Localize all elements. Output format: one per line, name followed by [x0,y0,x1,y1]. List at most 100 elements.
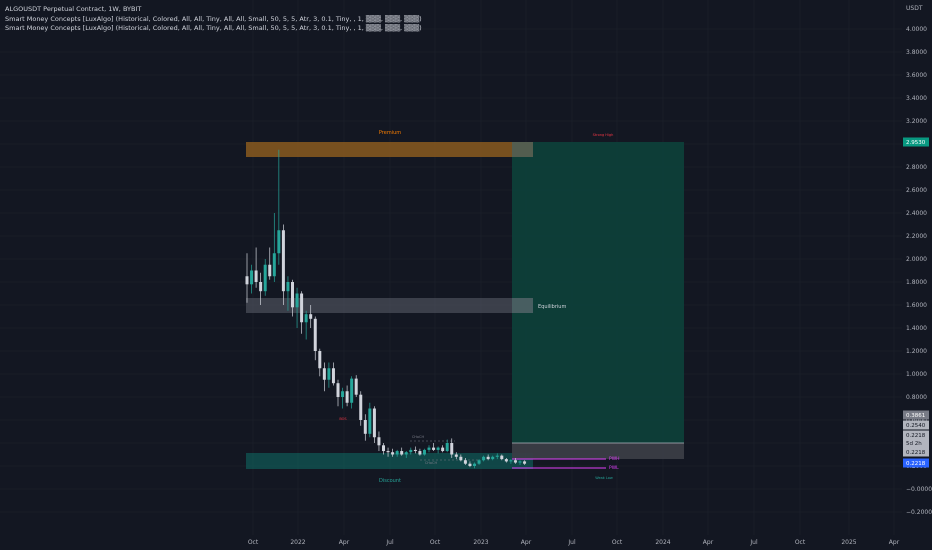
pwl-label: PWL [609,465,619,471]
candle [318,348,322,377]
price-tick-label: −0.2000 [906,509,932,516]
price-tick-label: 1.2000 [906,348,927,355]
price-tick-label: 4.0000 [906,26,927,33]
long-position-loss-zone [512,443,684,459]
equilibrium-label: Equilibrium [538,304,566,310]
price-badge [903,410,929,420]
price-badge-label: 5d 2h [906,441,922,447]
symbol-title[interactable]: ALGOUSDT Perpetual Contract, 1W, BYBIT [5,5,142,13]
candle [372,406,376,443]
candle [359,391,363,426]
candle [391,448,395,457]
candle [336,379,340,407]
price-tick-label: 1.6000 [906,302,927,309]
candle [482,455,486,462]
time-tick-label: Oct [430,539,441,546]
time-tick-label: Jul [385,539,394,546]
price-tick-label: 3.6000 [906,72,927,79]
time-tick-label: Oct [612,539,623,546]
time-tick-label: 2024 [655,539,670,546]
strong-high-label: Strong High [593,133,614,137]
price-badge-label: 0.2540 [906,423,926,429]
candle [254,247,258,288]
candle [473,462,476,469]
candle [377,431,381,452]
candle [409,447,413,455]
candle [259,272,263,305]
time-tick-label: Jul [567,539,576,546]
time-axis[interactable]: Oct 2022 Apr Jul Oct 2023 Apr Jul Oct 2024 Apr Jul O… [248,539,900,546]
candle [286,276,290,311]
candles [245,149,527,469]
price-badge [903,430,929,440]
candle [304,310,308,340]
time-tick-label: Apr [521,539,532,546]
price-tick-label: 2.6000 [906,187,927,194]
price-tick-label: 3.8000 [906,49,927,56]
price-badge-label: 0.2218 [906,433,926,439]
price-tick-label: 2.8000 [906,164,927,171]
indicator-legend-2[interactable]: Smart Money Concepts [LuxAlgo] (Historic… [5,24,422,32]
long-position-profit-zone [512,142,684,443]
candle [291,279,294,317]
premium-label: Premium [379,130,401,136]
price-badge-label: 0.2218 [906,450,926,456]
candle [281,224,285,305]
candle [450,438,454,458]
candle [322,362,326,392]
candle [327,362,331,388]
price-tick-label: 2.4000 [906,210,927,217]
price-badge-label: 2.9530 [906,140,926,146]
discount-zone [246,453,533,469]
equilibrium-overlap [512,298,533,313]
time-tick-label: Apr [339,539,350,546]
candle [418,448,422,456]
price-badge-label: 0.3861 [906,413,925,419]
candle [454,452,458,460]
time-tick-label: Jul [749,539,758,546]
currency-label: USDT [906,5,923,12]
candle [504,457,508,463]
candle [386,447,390,457]
candle [491,455,495,461]
candle [300,291,304,334]
candle [441,445,445,453]
weak-low-label: Weak Low [595,476,613,480]
candle [518,460,522,465]
price-tick-label: 0.8000 [906,394,927,401]
candle [486,454,490,461]
price-tick-label: 1.0000 [906,371,927,378]
candle [295,287,299,328]
candle [268,247,272,280]
candle [341,387,345,409]
candle [331,362,335,386]
candle [463,457,467,465]
candle [368,402,372,438]
candle [354,375,358,397]
candle [313,316,317,361]
candle [263,259,267,296]
choch-label-2: CHoCH [425,461,438,465]
smc-zones [246,142,684,469]
candle [500,454,504,461]
candle [432,443,436,452]
candle [245,253,249,303]
candle [523,460,527,465]
time-tick-label: 2022 [290,539,305,546]
indicator-legend-1[interactable]: Smart Money Concepts [LuxAlgo] (Historic… [5,14,422,23]
candle [404,451,408,458]
time-tick-label: 2025 [841,539,856,546]
candle [395,449,399,457]
candle [422,448,426,456]
price-tick-label: 2.2000 [906,233,927,240]
time-tick-label: Apr [889,539,900,546]
bos-label: BOS [339,417,347,421]
price-badges: 2.9530 0.3861 0.2540 0.2218 5d 2h 0.2218 0.221… [903,137,929,468]
price-badge [903,458,929,468]
chart-legend: ALGOUSDT Perpetual Contract, 1W, BYBIT S… [5,5,422,34]
price-badge [903,438,929,448]
candle [272,213,276,282]
time-tick-label: Oct [795,539,806,546]
candle [459,454,463,462]
